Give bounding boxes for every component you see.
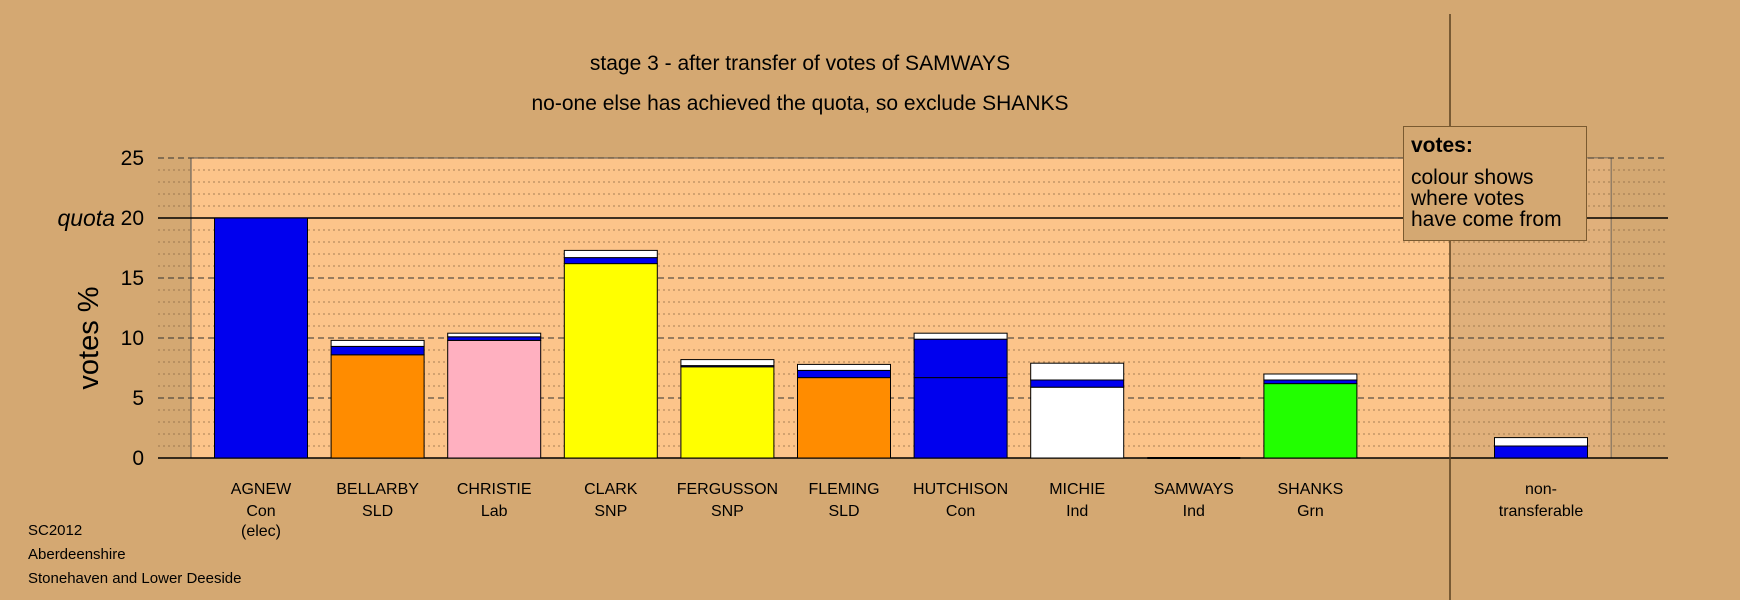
y-tick-label: 20 xyxy=(121,207,144,230)
bar-segment xyxy=(1030,386,1125,459)
x-tick-label-party: SLD xyxy=(828,503,859,520)
bar-segment xyxy=(913,377,1008,459)
y-tick-label: 15 xyxy=(121,267,144,290)
bar-segment xyxy=(1494,437,1588,447)
bar-segment xyxy=(563,263,658,459)
legend-line: colour shows xyxy=(1411,166,1534,189)
bar-segment xyxy=(1263,379,1358,385)
bar-segment xyxy=(447,339,542,459)
x-tick-label-name: AGNEW xyxy=(231,481,292,498)
legend-box: votes: colour shows where votes have com… xyxy=(1403,126,1587,241)
x-tick-label-party: Grn xyxy=(1297,503,1324,520)
bar-segment xyxy=(1030,379,1125,388)
footer-line-1: SC2012 xyxy=(28,522,83,539)
x-tick-label-name: BELLARBY xyxy=(336,481,419,498)
x-tick-label-party: Lab xyxy=(481,503,508,520)
bar-segment xyxy=(913,338,1008,379)
x-tick-label-nontransferable: non- xyxy=(1525,481,1557,498)
bar-segment xyxy=(1494,445,1588,459)
x-tick-label-nontransferable-2: transferable xyxy=(1499,503,1584,520)
bar-segment xyxy=(680,366,775,459)
chart-subtitle: no-one else has achieved the quota, so e… xyxy=(531,92,1069,115)
y-tick-label: 10 xyxy=(121,327,144,350)
quota-label: quota xyxy=(57,205,115,231)
bar-segment xyxy=(447,336,542,341)
x-tick-label-name: SAMWAYS xyxy=(1154,481,1234,498)
y-axis-label: votes % xyxy=(73,286,105,389)
x-tick-label-name: CHRISTIE xyxy=(457,481,532,498)
x-tick-label-party: SNP xyxy=(594,503,627,520)
x-tick-label-note: (elec) xyxy=(241,523,281,540)
bar-segment xyxy=(1263,373,1358,381)
bar-segment xyxy=(330,354,425,459)
bar-segment xyxy=(214,217,308,459)
x-tick-label-party: SLD xyxy=(362,503,393,520)
y-tick-label: 5 xyxy=(132,387,144,410)
x-tick-label-name: FLEMING xyxy=(808,481,879,498)
bar-segment xyxy=(1030,362,1125,381)
y-tick-label: 25 xyxy=(121,147,144,170)
plot-margin-left xyxy=(158,158,191,458)
legend-line: have come from xyxy=(1411,208,1562,231)
bar-segment xyxy=(797,377,891,459)
bar-segment xyxy=(680,359,775,367)
y-tick-label: 0 xyxy=(132,447,144,470)
footer-line-3: Stonehaven and Lower Deeside xyxy=(28,570,242,587)
bar-segment xyxy=(563,257,658,265)
x-tick-label-party: Ind xyxy=(1183,503,1205,520)
bar-segment xyxy=(447,332,542,338)
bar-segment xyxy=(563,249,658,259)
chart-title: stage 3 - after transfer of votes of SAM… xyxy=(589,52,1011,75)
x-tick-label-party: Ind xyxy=(1066,503,1088,520)
bar-segment xyxy=(1263,383,1358,459)
x-tick-label-name: SHANKS xyxy=(1278,481,1344,498)
x-tick-label-name: MICHIE xyxy=(1049,481,1105,498)
footer-line-2: Aberdeenshire xyxy=(28,546,126,563)
bar-segment xyxy=(330,345,425,356)
x-tick-label-party: SNP xyxy=(711,503,744,520)
bar-segment xyxy=(330,339,425,347)
bar-segment xyxy=(797,369,891,379)
legend-line: where votes xyxy=(1411,187,1525,210)
x-tick-label-name: FERGUSSON xyxy=(677,481,778,498)
x-tick-label-party: Con xyxy=(246,503,275,520)
bar-segment xyxy=(797,363,891,371)
x-tick-label-name: HUTCHISON xyxy=(913,481,1008,498)
x-tick-label-name: CLARK xyxy=(584,481,638,498)
legend-title: votes: xyxy=(1411,134,1473,157)
plot-area xyxy=(190,157,1612,459)
x-tick-label-party: Con xyxy=(946,503,975,520)
bar-segment xyxy=(913,332,1008,340)
